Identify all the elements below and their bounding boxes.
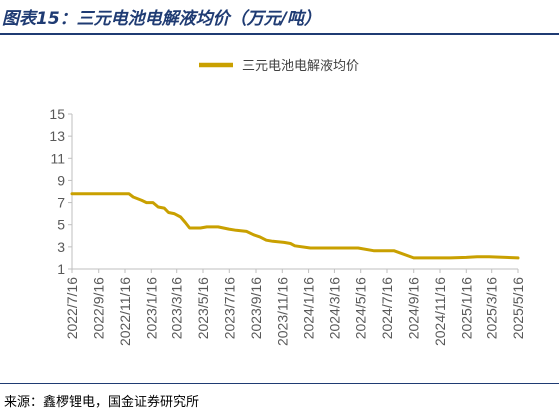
x-tick-label: 2023/9/16	[248, 277, 264, 339]
x-tick-label: 2025/5/16	[510, 277, 526, 339]
x-tick-label: 2024/1/16	[301, 277, 317, 339]
x-tick-label: 2023/3/16	[169, 277, 185, 339]
title-divider	[0, 33, 559, 35]
y-tick-label: 3	[57, 239, 65, 255]
x-tick-label: 2023/1/16	[143, 277, 159, 339]
x-tick-label: 2023/11/16	[274, 277, 290, 346]
x-axis-ticks: 2022/7/16 2022/9/16 2022/11/16 2023/1/16 202…	[64, 269, 526, 346]
y-tick-label: 9	[57, 172, 65, 188]
source-divider	[0, 383, 559, 384]
x-tick-label: 2024/7/16	[379, 277, 395, 339]
x-tick-label: 2024/3/16	[326, 277, 342, 339]
y-tick-label: 7	[57, 195, 65, 211]
x-tick-label: 2022/7/16	[64, 277, 80, 339]
x-tick-label: 2024/11/16	[432, 277, 448, 346]
x-tick-label: 2025/3/16	[484, 277, 500, 339]
series-line-electrolyte-price	[70, 192, 520, 260]
y-tick-label: 1	[57, 261, 65, 277]
y-tick-label: 11	[50, 150, 65, 166]
y-tick-label: 5	[57, 217, 65, 233]
x-tick-label: 2023/5/16	[195, 277, 211, 339]
legend-label-series: 三元电池电解液均价	[242, 59, 359, 74]
y-tick-label: 15	[49, 106, 65, 122]
figure-title: 图表15：三元电池电解液均价（万元/吨）	[2, 9, 321, 29]
x-tick-label: 2022/9/16	[91, 277, 107, 339]
chart-legend: 三元电池电解液均价	[199, 59, 359, 74]
x-tick-label: 2022/11/16	[117, 277, 133, 346]
x-tick-label: 2024/9/16	[406, 277, 422, 339]
x-tick-label: 2025/1/16	[458, 277, 474, 339]
x-tick-label: 2023/7/16	[221, 277, 237, 339]
y-tick-label: 13	[49, 128, 65, 144]
source-note: 来源：鑫椤锂电，国金证券研究所	[4, 395, 200, 410]
x-tick-label: 2024/5/16	[353, 277, 369, 339]
